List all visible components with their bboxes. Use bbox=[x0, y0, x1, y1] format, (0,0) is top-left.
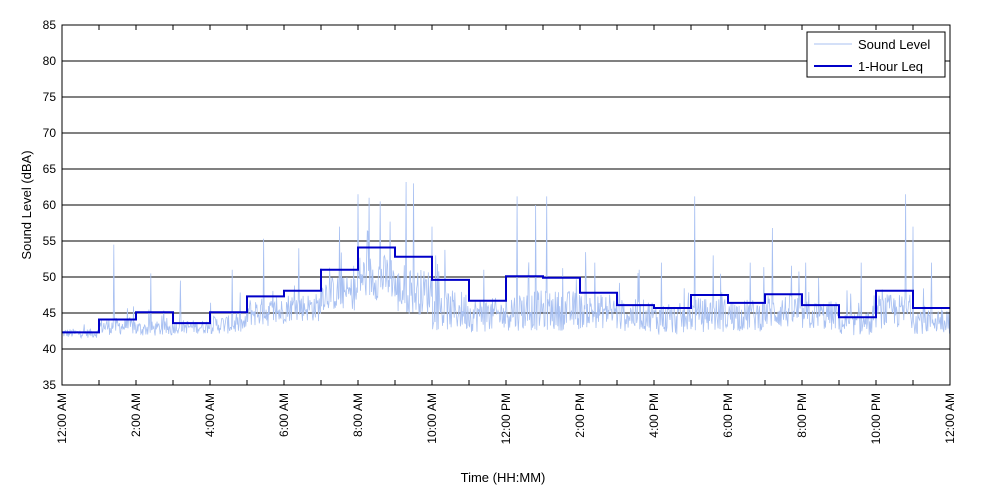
legend-label-sound-level: Sound Level bbox=[858, 37, 930, 52]
x-tick-label: 10:00 AM bbox=[425, 393, 439, 444]
y-tick-label: 55 bbox=[43, 234, 57, 248]
x-tick-label: 4:00 PM bbox=[647, 393, 661, 438]
x-tick-label: 6:00 PM bbox=[721, 393, 735, 438]
x-tick-label: 10:00 PM bbox=[869, 393, 883, 444]
legend-box bbox=[806, 31, 946, 78]
x-tick-label: 6:00 AM bbox=[277, 393, 291, 437]
y-tick-label: 40 bbox=[43, 342, 57, 356]
x-tick-label: 12:00 PM bbox=[499, 393, 513, 444]
x-tick-label: 4:00 AM bbox=[203, 393, 217, 437]
y-axis-title: Sound Level (dBA) bbox=[19, 150, 34, 259]
legend: Sound Level 1-Hour Leq bbox=[806, 31, 946, 78]
x-tick-label: 12:00 AM bbox=[55, 393, 69, 444]
x-tick-label: 12:00 AM bbox=[943, 393, 957, 444]
y-axis-ticks: 35 40 45 50 55 60 65 70 75 80 85 bbox=[43, 18, 950, 392]
x-axis-ticks: 12:00 AM 2:00 AM 4:00 AM 6:00 AM 8:00 AM 10:0… bbox=[55, 25, 957, 444]
y-tick-label: 50 bbox=[43, 270, 57, 284]
y-tick-label: 70 bbox=[43, 126, 57, 140]
leq-series bbox=[62, 246, 950, 334]
y-tick-label: 65 bbox=[43, 162, 57, 176]
x-tick-label: 2:00 PM bbox=[573, 393, 587, 438]
x-axis-title: Time (HH:MM) bbox=[461, 470, 546, 485]
x-tick-label: 8:00 PM bbox=[795, 393, 809, 438]
leq-step-line bbox=[62, 246, 950, 334]
x-tick-label: 8:00 AM bbox=[351, 393, 365, 437]
y-tick-label: 85 bbox=[43, 18, 57, 32]
y-tick-label: 75 bbox=[43, 90, 57, 104]
y-tick-label: 45 bbox=[43, 306, 57, 320]
y-tick-label: 35 bbox=[43, 378, 57, 392]
legend-label-leq: 1-Hour Leq bbox=[858, 59, 923, 74]
y-tick-label: 80 bbox=[43, 54, 57, 68]
x-tick-label: 2:00 AM bbox=[129, 393, 143, 437]
y-tick-label: 60 bbox=[43, 198, 57, 212]
